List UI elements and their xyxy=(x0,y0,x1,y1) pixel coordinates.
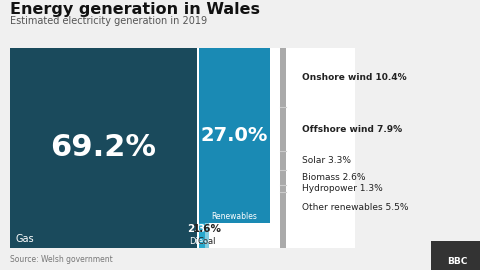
Bar xyxy=(199,48,270,223)
Text: BBC: BBC xyxy=(448,257,468,266)
Bar xyxy=(205,223,209,248)
Text: 27.0%: 27.0% xyxy=(201,126,268,145)
Text: Offshore wind 7.9%: Offshore wind 7.9% xyxy=(302,124,402,133)
Text: Hydropower 1.3%: Hydropower 1.3% xyxy=(302,184,383,193)
Bar xyxy=(280,48,286,248)
Text: Estimated electricity generation in 2019: Estimated electricity generation in 2019 xyxy=(10,16,207,26)
Text: 2.3%: 2.3% xyxy=(188,224,216,234)
Text: Renewables: Renewables xyxy=(211,212,257,221)
Text: Solar 3.3%: Solar 3.3% xyxy=(302,156,351,165)
Text: Onshore wind 10.4%: Onshore wind 10.4% xyxy=(302,73,407,82)
Text: Energy generation in Wales: Energy generation in Wales xyxy=(10,2,260,17)
Text: 69.2%: 69.2% xyxy=(50,133,156,163)
Text: Source: Welsh government: Source: Welsh government xyxy=(10,255,113,264)
Text: Coal: Coal xyxy=(198,237,216,246)
Text: Other renewables 5.5%: Other renewables 5.5% xyxy=(302,203,408,212)
Bar xyxy=(199,223,205,248)
Bar xyxy=(10,48,355,248)
Text: 1.6%: 1.6% xyxy=(192,224,222,234)
Text: Biomass 2.6%: Biomass 2.6% xyxy=(302,173,365,182)
Text: Gas: Gas xyxy=(15,234,34,244)
Text: Diesel: Diesel xyxy=(189,237,215,246)
Bar xyxy=(10,48,197,248)
